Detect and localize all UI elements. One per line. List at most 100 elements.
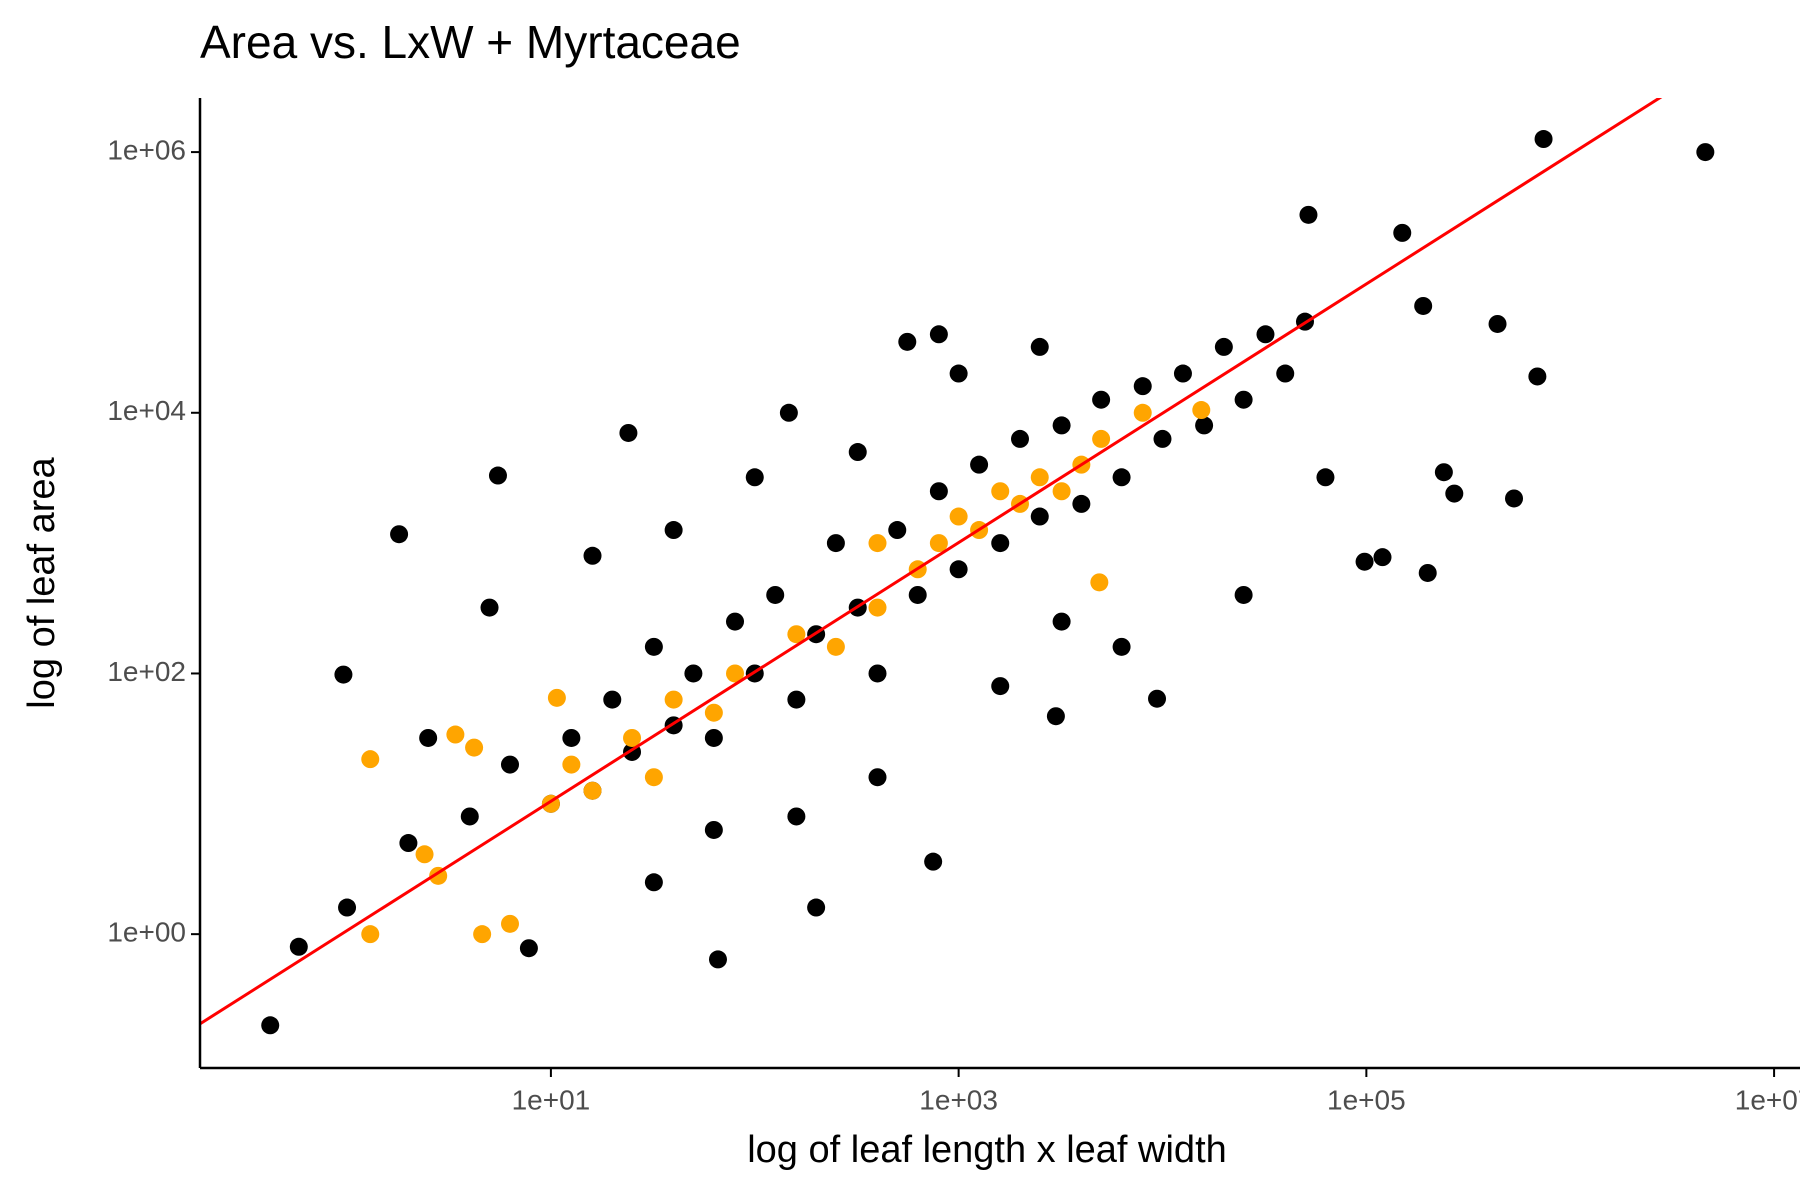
point bbox=[562, 755, 581, 774]
point bbox=[338, 898, 357, 917]
point bbox=[1276, 364, 1295, 383]
point bbox=[1133, 377, 1152, 396]
point bbox=[704, 728, 723, 747]
point bbox=[766, 585, 785, 604]
point bbox=[399, 834, 418, 853]
point bbox=[1355, 552, 1374, 571]
point bbox=[1153, 429, 1172, 448]
point bbox=[619, 423, 638, 442]
point bbox=[500, 914, 519, 933]
point bbox=[868, 768, 887, 787]
point bbox=[1316, 468, 1335, 487]
point bbox=[787, 690, 806, 709]
point bbox=[908, 585, 927, 604]
point bbox=[868, 664, 887, 683]
fit-line bbox=[200, 98, 1663, 1026]
point bbox=[1052, 482, 1071, 501]
point bbox=[1072, 494, 1091, 513]
point bbox=[1393, 223, 1412, 242]
point bbox=[949, 560, 968, 579]
point bbox=[488, 466, 507, 485]
point bbox=[465, 738, 484, 757]
point bbox=[745, 468, 764, 487]
point bbox=[603, 690, 622, 709]
point bbox=[1112, 468, 1131, 487]
point bbox=[787, 625, 806, 644]
point bbox=[415, 845, 434, 864]
point bbox=[898, 332, 917, 351]
point bbox=[334, 665, 353, 684]
point bbox=[991, 482, 1010, 501]
point bbox=[929, 325, 948, 344]
point bbox=[848, 443, 867, 462]
x-tick-label: 1e+05 bbox=[1327, 1084, 1406, 1115]
point bbox=[1195, 416, 1214, 435]
point bbox=[664, 690, 683, 709]
y-tick-label: 1e+00 bbox=[107, 917, 186, 948]
point bbox=[868, 534, 887, 553]
point bbox=[991, 677, 1010, 696]
point bbox=[361, 750, 380, 769]
point bbox=[826, 637, 845, 656]
point bbox=[949, 507, 968, 526]
chart-title: Area vs. LxW + Myrtaceae bbox=[200, 16, 741, 68]
point bbox=[1148, 689, 1167, 708]
point bbox=[1214, 337, 1233, 356]
point bbox=[929, 534, 948, 553]
point bbox=[446, 725, 465, 744]
point bbox=[1112, 637, 1131, 656]
point bbox=[708, 950, 727, 969]
point bbox=[1434, 463, 1453, 482]
point bbox=[684, 664, 703, 683]
point bbox=[949, 364, 968, 383]
point bbox=[1234, 390, 1253, 409]
point bbox=[390, 525, 409, 544]
point bbox=[261, 1016, 280, 1035]
point bbox=[361, 925, 380, 944]
point bbox=[644, 873, 663, 892]
point bbox=[1046, 707, 1065, 726]
point bbox=[1299, 205, 1318, 224]
point bbox=[726, 612, 745, 631]
y-tick-label: 1e+04 bbox=[107, 395, 186, 426]
y-tick-label: 1e+06 bbox=[107, 134, 186, 165]
point bbox=[807, 898, 826, 917]
point bbox=[1234, 585, 1253, 604]
point bbox=[726, 664, 745, 683]
point bbox=[868, 598, 887, 617]
point bbox=[970, 455, 989, 474]
point bbox=[1030, 337, 1049, 356]
point bbox=[1528, 367, 1547, 386]
y-tick-label: 1e+02 bbox=[107, 656, 186, 687]
point bbox=[1445, 484, 1464, 503]
point bbox=[583, 781, 602, 800]
point bbox=[1173, 364, 1192, 383]
point bbox=[1090, 573, 1109, 592]
point bbox=[1010, 429, 1029, 448]
point bbox=[991, 534, 1010, 553]
point bbox=[1052, 612, 1071, 631]
point bbox=[1092, 390, 1111, 409]
point bbox=[562, 728, 581, 747]
point bbox=[419, 728, 438, 747]
point bbox=[1030, 507, 1049, 526]
point bbox=[704, 820, 723, 839]
x-axis-label: log of leaf length x leaf width bbox=[747, 1129, 1227, 1171]
point bbox=[289, 937, 308, 956]
point bbox=[547, 688, 566, 707]
point bbox=[704, 703, 723, 722]
point bbox=[1488, 314, 1507, 333]
point bbox=[929, 482, 948, 501]
x-tick-label: 1e+07 bbox=[1735, 1084, 1800, 1115]
point bbox=[583, 546, 602, 565]
point bbox=[1696, 143, 1715, 162]
point bbox=[519, 939, 538, 958]
x-tick-label: 1e+01 bbox=[512, 1084, 591, 1115]
point bbox=[1414, 296, 1433, 315]
point bbox=[473, 925, 492, 944]
point bbox=[644, 768, 663, 787]
plot-area bbox=[200, 98, 1715, 1035]
point bbox=[460, 807, 479, 826]
